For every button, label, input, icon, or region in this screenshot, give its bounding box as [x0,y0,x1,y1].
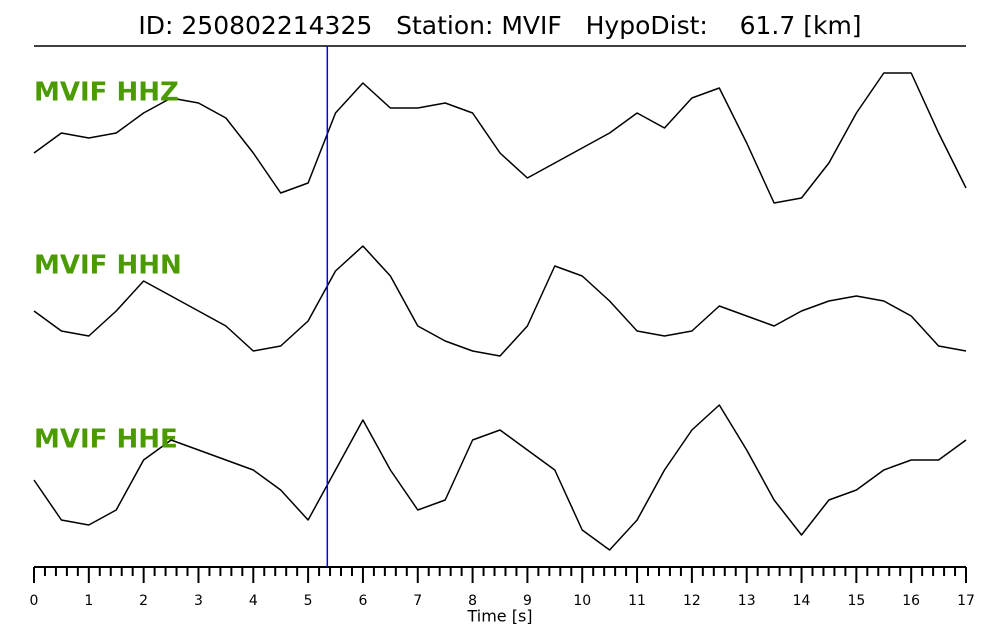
trace [33,72,967,204]
x-tick-label: 17 [957,593,975,609]
x-tick-label: 4 [249,593,258,609]
x-tick-label: 2 [139,593,148,609]
x-tick-label: 12 [683,593,701,609]
x-tick-label: 1 [84,593,93,609]
x-tick-label: 5 [304,593,313,609]
chart-title: ID: 250802214325 Station: MVIF HypoDist:… [138,11,861,40]
trace [33,245,967,357]
trace-label: MVIF HHN [34,251,182,281]
x-tick-label: 3 [194,593,203,609]
x-tick-label: 6 [358,593,367,609]
x-axis-label: Time [s] [466,607,532,626]
x-tick-label: 8 [468,593,477,609]
trace-label: MVIF HHE [34,425,178,455]
x-tick-label: 15 [847,593,865,609]
x-tick-label: 10 [573,593,591,609]
trace [33,404,967,551]
x-tick-label: 11 [628,593,646,609]
x-tick-label: 0 [30,593,39,609]
x-tick-label: 16 [902,593,920,609]
x-tick-label: 14 [793,593,811,609]
x-tick-label: 13 [738,593,756,609]
trace-label: MVIF HHZ [34,78,179,108]
x-tick-label: 7 [413,593,422,609]
x-tick-label: 9 [523,593,532,609]
